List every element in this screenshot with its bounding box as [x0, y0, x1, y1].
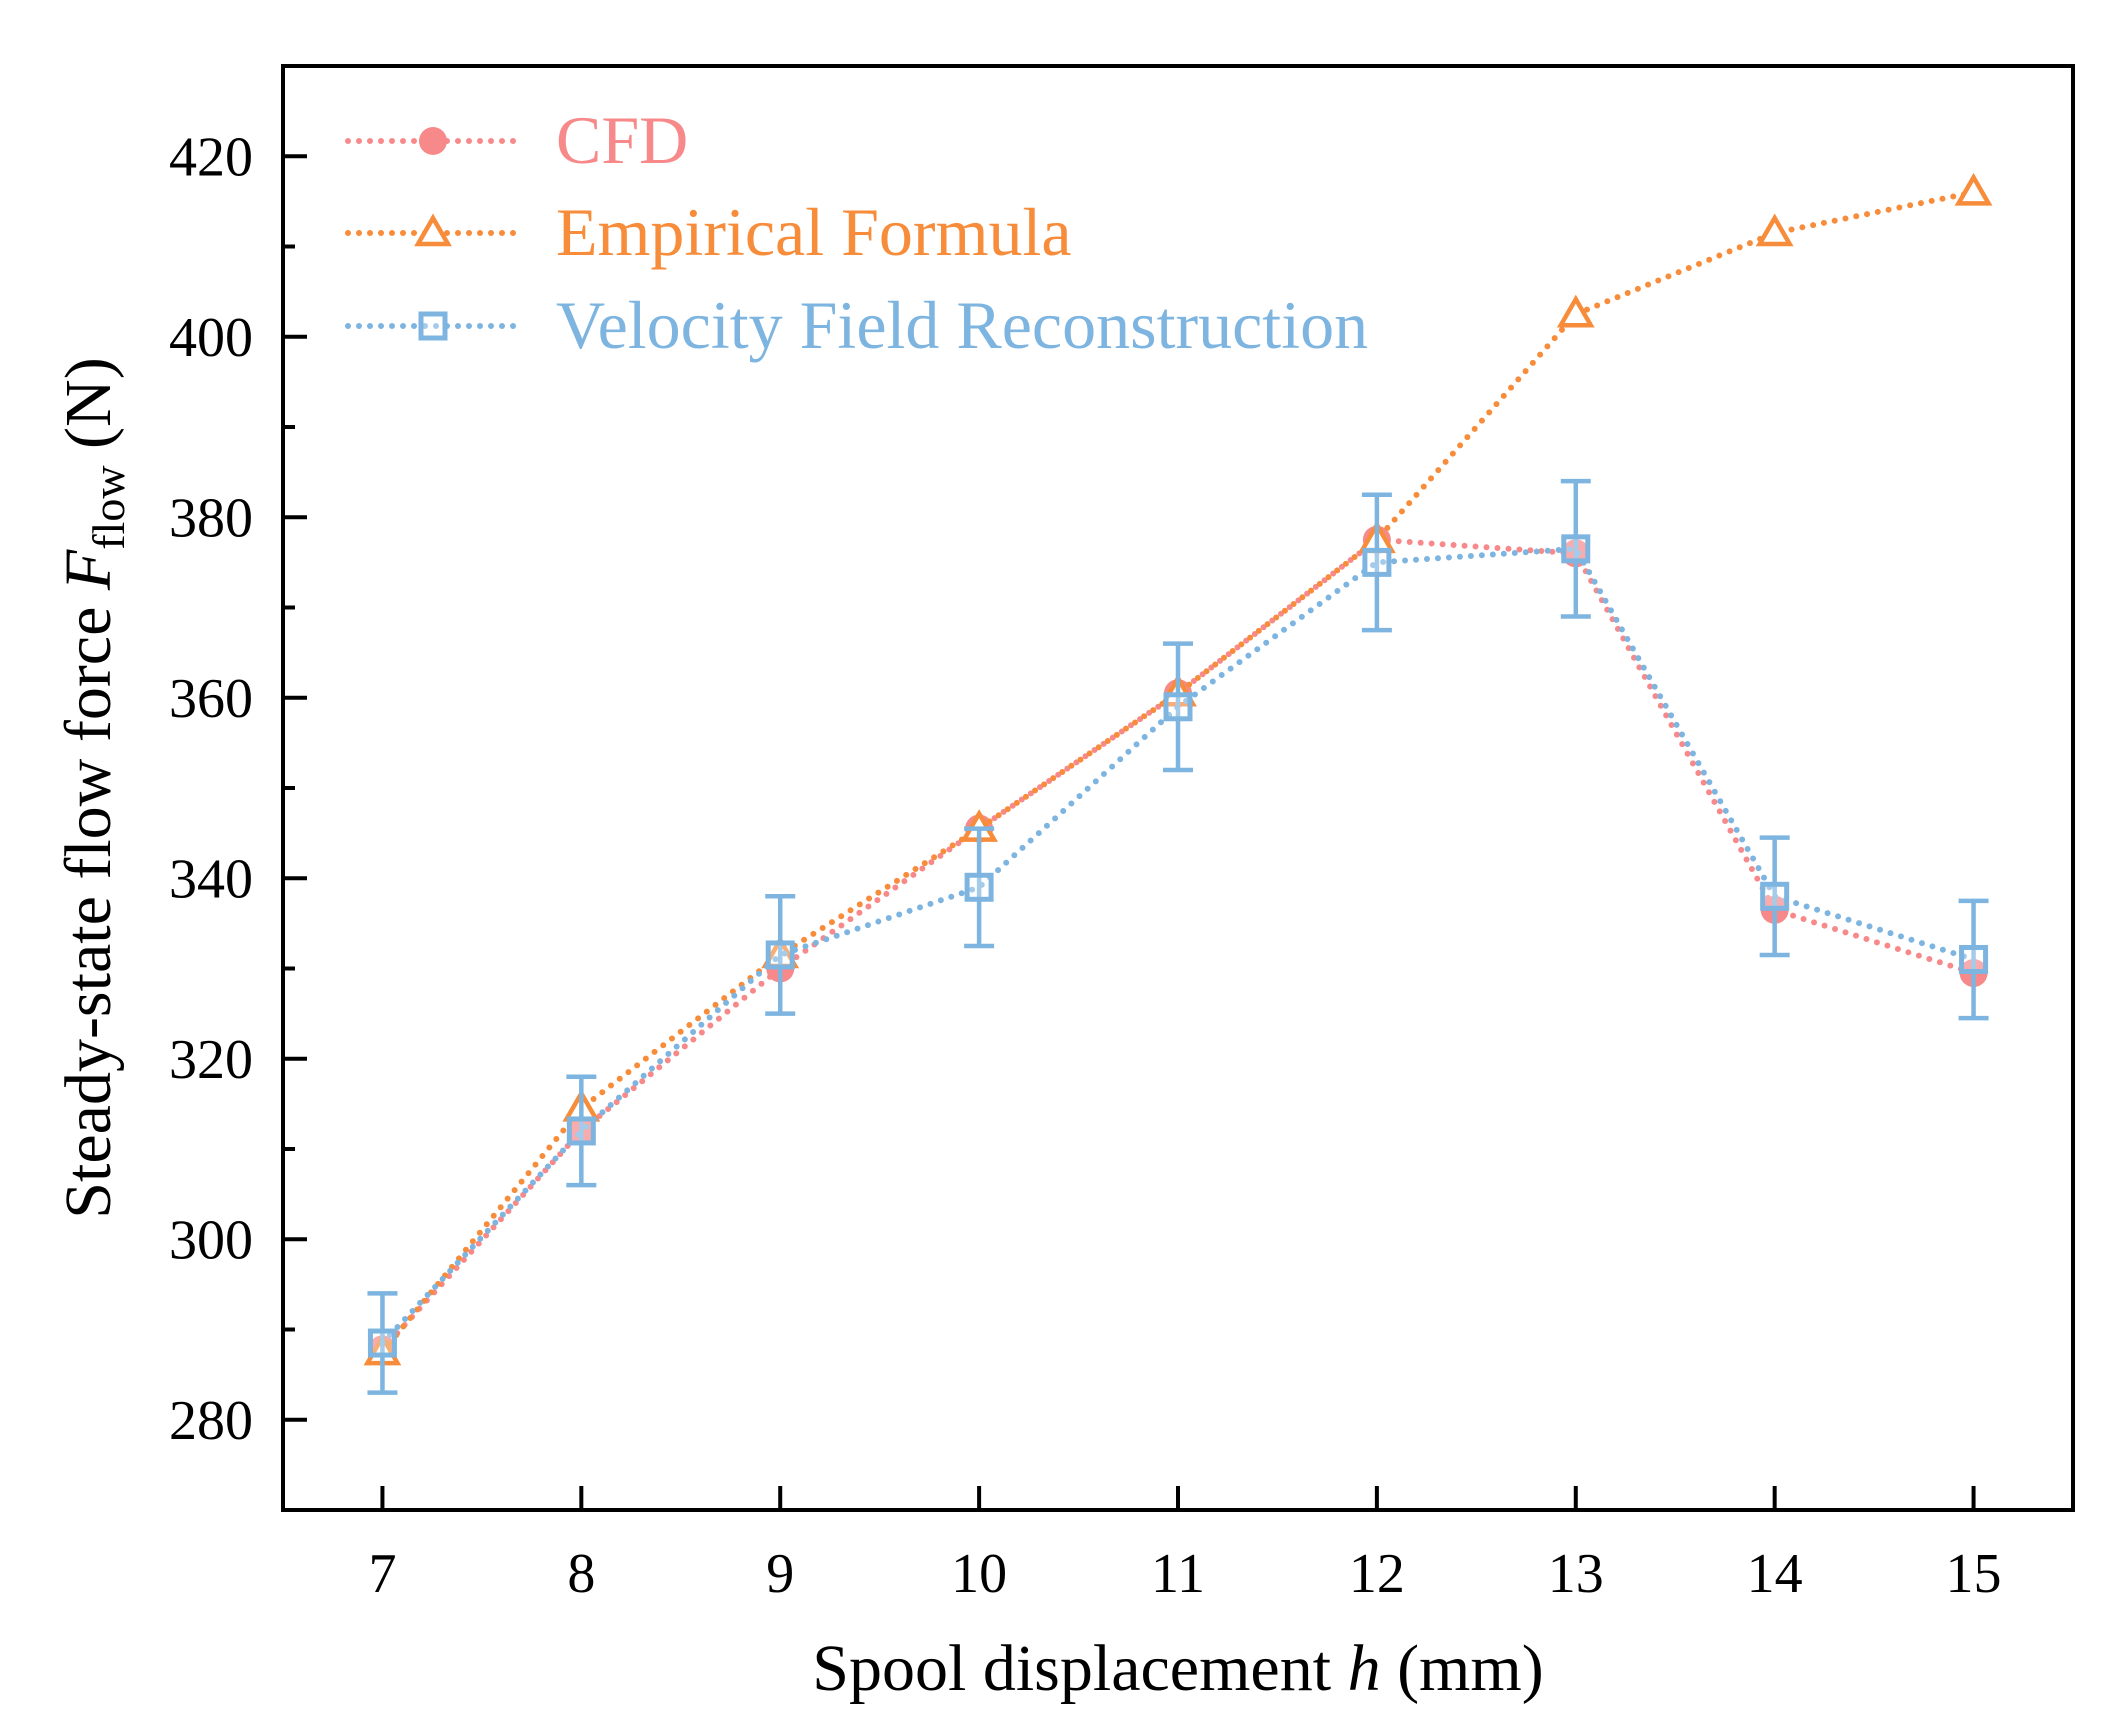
data-point — [367, 1328, 397, 1358]
data-point — [1556, 294, 1595, 328]
x-tick-label: 8 — [567, 1543, 595, 1605]
legend-label: Empirical Formula — [556, 194, 1072, 270]
x-tick-label: 13 — [1548, 1543, 1604, 1605]
y-axis-label: Steady-state flow force Fflow (N) — [52, 357, 134, 1218]
y-tick-label: 340 — [169, 848, 253, 910]
y-tick-label: 300 — [169, 1209, 253, 1271]
y-tick-label: 280 — [169, 1390, 253, 1452]
y-tick-label: 420 — [169, 126, 253, 188]
y-tick-label: 400 — [169, 307, 253, 369]
legend-item: Empirical Formula — [345, 194, 1072, 270]
data-point — [1163, 692, 1193, 722]
data-point — [1954, 172, 1993, 206]
data-point — [1760, 881, 1790, 911]
legend-item: Velocity Field Reconstruction — [345, 287, 1368, 363]
series-line — [379, 189, 1977, 1356]
y-tick-label: 360 — [169, 668, 253, 730]
legend-label: Velocity Field Reconstruction — [556, 287, 1368, 363]
axes: 7 8 9 10 11 12 13 14 15 280 300 320 340 360 380 400 420 — [169, 64, 2075, 1605]
data-point — [765, 940, 795, 970]
data-point — [566, 1116, 596, 1146]
legend-marker — [418, 311, 448, 341]
legend-marker — [414, 213, 452, 247]
plot-frame — [281, 64, 2075, 1512]
legend-label: CFD — [556, 102, 688, 178]
data-point — [964, 872, 994, 902]
x-tick-label: 7 — [368, 1543, 396, 1605]
x-tick-label: 10 — [951, 1543, 1007, 1605]
x-tick-label: 15 — [1946, 1543, 2002, 1605]
legend-item: CFD — [345, 102, 688, 178]
x-tick-label: 14 — [1747, 1543, 1803, 1605]
y-tick-label: 380 — [169, 487, 253, 549]
x-axis-label: Spool displacement h (mm) — [812, 1632, 1543, 1705]
x-tick-label: 12 — [1349, 1543, 1405, 1605]
plot-marks — [363, 172, 1993, 1395]
data-point — [1755, 213, 1794, 247]
legend: CFD Empirical Formula Velocity Field Recon… — [345, 102, 1368, 363]
data-point — [1959, 944, 1989, 974]
data-point — [1561, 534, 1591, 564]
y-tick-label: 320 — [169, 1029, 253, 1091]
data-point — [1362, 547, 1392, 577]
series-velocity-field-reconstruction — [367, 478, 1989, 1395]
x-tick-label: 11 — [1151, 1543, 1205, 1605]
legend-marker — [419, 127, 447, 155]
x-tick-label: 9 — [766, 1543, 794, 1605]
